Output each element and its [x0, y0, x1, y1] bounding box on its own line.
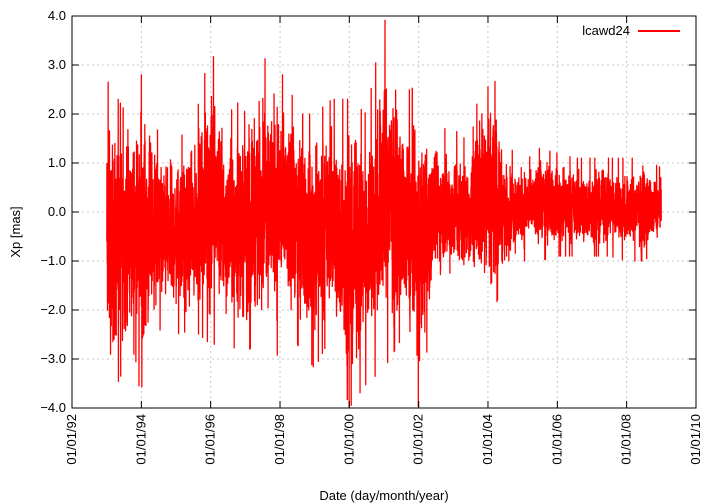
y-tick-label: 4.0 — [48, 8, 66, 23]
x-tick-label: 01/01/94 — [133, 414, 148, 465]
series-line-lcawd24 — [106, 19, 662, 408]
y-tick-labels: −4.0 −3.0 −2.0 −1.0 0.0 1.0 2.0 3.0 4.0 — [40, 8, 66, 415]
y-tick-label: −3.0 — [40, 351, 66, 366]
x-axis-label: Date (day/month/year) — [319, 488, 448, 503]
y-tick-label: 1.0 — [48, 155, 66, 170]
y-tick-label: −2.0 — [40, 302, 66, 317]
series-layer — [106, 19, 662, 408]
x-tick-label: 01/01/02 — [411, 414, 426, 465]
y-tick-label: 3.0 — [48, 57, 66, 72]
x-tick-label: 01/01/98 — [272, 414, 287, 465]
y-tick-label: 2.0 — [48, 106, 66, 121]
y-tick-label: −1.0 — [40, 253, 66, 268]
x-tick-label: 01/01/00 — [341, 414, 356, 465]
y-tick-label: 0.0 — [48, 204, 66, 219]
axis-ticks — [71, 15, 697, 409]
y-axis-label: Xp [mas] — [8, 206, 23, 257]
x-tick-label: 01/01/06 — [549, 414, 564, 465]
legend: lcawd24 — [582, 23, 680, 38]
x-tick-label: 01/01/08 — [619, 414, 634, 465]
x-tick-label: 01/01/04 — [480, 414, 495, 465]
x-tick-label: 01/01/10 — [688, 414, 703, 465]
x-tick-labels: 01/01/92 01/01/94 01/01/96 01/01/98 01/01/00… — [64, 414, 703, 465]
x-tick-label: 01/01/96 — [203, 414, 218, 465]
legend-label: lcawd24 — [582, 23, 630, 38]
y-tick-label: −4.0 — [40, 400, 66, 415]
x-tick-label: 01/01/92 — [64, 414, 79, 465]
